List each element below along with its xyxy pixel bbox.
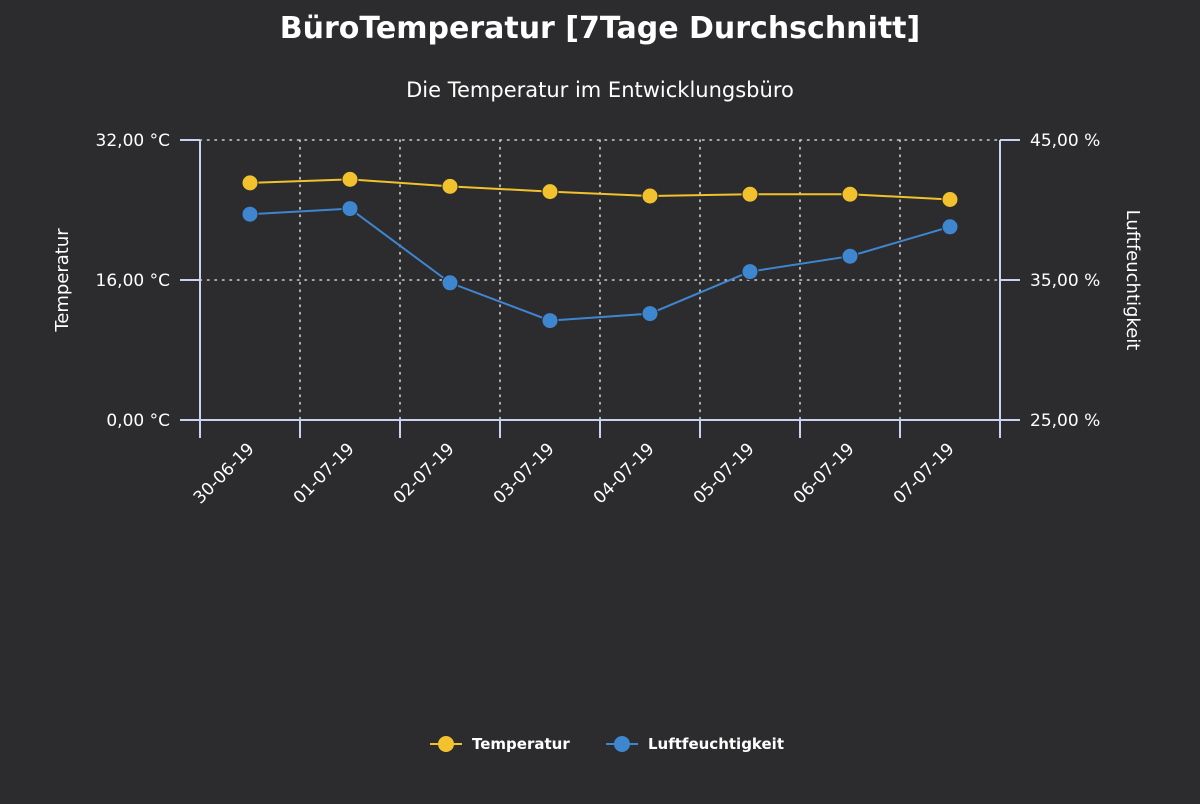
legend: Temperatur Luftfeuchtigkeit xyxy=(430,735,784,753)
x-tick-label: 06-07-19 xyxy=(790,439,859,508)
y-right-tick-label: 35,00 % xyxy=(1030,271,1100,291)
series-group xyxy=(241,170,959,330)
data-point-temperatur xyxy=(341,170,359,188)
series-line-temperatur xyxy=(249,178,951,201)
data-point-luftfeuchtigkeit xyxy=(941,218,959,236)
legend-point-marker xyxy=(438,736,454,752)
x-tick-label: 07-07-19 xyxy=(890,439,959,508)
y-left-tick-label: 16,00 °C xyxy=(96,271,170,291)
data-point-luftfeuchtigkeit xyxy=(241,205,259,223)
x-tick-label: 03-07-19 xyxy=(490,439,559,508)
y-axis-right-title: Luftfeuchtigkeit xyxy=(1122,210,1143,351)
data-point-temperatur xyxy=(241,174,259,192)
series-line-luftfeuchtigkeit xyxy=(249,207,951,322)
data-point-luftfeuchtigkeit xyxy=(641,305,659,323)
x-tick-label: 04-07-19 xyxy=(590,439,659,508)
y-left-tick-label: 32,00 °C xyxy=(96,131,170,151)
data-point-temperatur xyxy=(941,191,959,208)
data-point-luftfeuchtigkeit xyxy=(341,200,359,218)
y-axis-left-title: Temperatur xyxy=(52,228,73,333)
y-right-tick-label: 25,00 % xyxy=(1030,411,1100,431)
legend-label: Temperatur xyxy=(472,735,570,753)
data-point-temperatur xyxy=(741,185,759,203)
y-left-tick-label: 0,00 °C xyxy=(106,411,170,431)
x-tick-label: 01-07-19 xyxy=(290,439,359,508)
axes: 0,00 °C 16,00 °C 32,00 °C 25,00 % 35,00 % 45,… xyxy=(52,131,1143,508)
data-point-luftfeuchtigkeit xyxy=(741,263,759,281)
data-point-luftfeuchtigkeit xyxy=(441,274,459,292)
data-point-luftfeuchtigkeit xyxy=(541,312,559,330)
legend-point-marker xyxy=(614,736,630,752)
legend-label: Luftfeuchtigkeit xyxy=(648,735,784,753)
data-point-temperatur xyxy=(641,187,659,205)
chart-title: BüroTemperatur [7Tage Durchschnitt] xyxy=(280,11,920,46)
x-tick-label: 05-07-19 xyxy=(690,439,759,508)
chart-subtitle: Die Temperatur im Entwicklungsbüro xyxy=(406,78,794,102)
data-point-temperatur xyxy=(441,177,459,195)
x-tick-label: 30-06-19 xyxy=(190,439,259,508)
data-point-temperatur xyxy=(841,185,859,203)
data-point-temperatur xyxy=(541,183,559,201)
y-right-tick-label: 45,00 % xyxy=(1030,131,1100,151)
x-tick-label: 02-07-19 xyxy=(390,439,459,508)
grid-lines xyxy=(199,139,1001,421)
data-point-luftfeuchtigkeit xyxy=(841,247,859,265)
